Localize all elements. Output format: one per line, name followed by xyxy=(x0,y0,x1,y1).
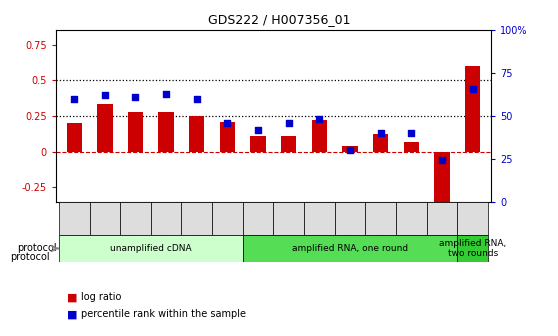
Text: ■: ■ xyxy=(67,309,78,319)
Bar xyxy=(281,136,296,152)
Bar xyxy=(97,104,113,152)
Point xyxy=(254,127,263,132)
Text: log ratio: log ratio xyxy=(81,292,121,302)
Text: GDS222 / H007356_01: GDS222 / H007356_01 xyxy=(208,13,350,27)
Bar xyxy=(403,142,419,152)
Point xyxy=(223,120,232,125)
Bar xyxy=(212,202,243,235)
Bar xyxy=(59,235,243,262)
Bar xyxy=(312,120,327,152)
Text: amplified RNA, one round: amplified RNA, one round xyxy=(292,244,408,253)
Point xyxy=(315,117,324,122)
Bar xyxy=(373,134,388,152)
Bar xyxy=(465,66,480,152)
Text: protocol: protocol xyxy=(11,252,50,262)
Point xyxy=(193,96,201,101)
Bar xyxy=(427,202,458,235)
Text: ■: ■ xyxy=(67,292,78,302)
Bar xyxy=(89,202,120,235)
Bar xyxy=(434,152,450,202)
Bar xyxy=(251,136,266,152)
Bar xyxy=(343,146,358,152)
Point xyxy=(407,130,416,136)
Point xyxy=(100,93,109,98)
Bar xyxy=(304,202,335,235)
Bar xyxy=(189,116,204,152)
Text: unamplified cDNA: unamplified cDNA xyxy=(110,244,191,253)
Bar xyxy=(158,112,174,152)
Bar xyxy=(335,202,365,235)
Bar xyxy=(120,202,151,235)
Text: amplified RNA,
two rounds: amplified RNA, two rounds xyxy=(439,239,506,258)
Point xyxy=(162,91,171,96)
Bar xyxy=(273,202,304,235)
Point xyxy=(284,120,293,125)
Bar xyxy=(365,202,396,235)
Bar xyxy=(220,122,235,152)
Bar xyxy=(396,202,427,235)
Bar xyxy=(128,112,143,152)
Bar xyxy=(181,202,212,235)
Point xyxy=(376,130,385,136)
Bar xyxy=(243,235,458,262)
Point xyxy=(70,96,79,101)
Text: percentile rank within the sample: percentile rank within the sample xyxy=(81,309,246,319)
Bar xyxy=(243,202,273,235)
Bar xyxy=(151,202,181,235)
Point xyxy=(437,158,446,163)
Bar xyxy=(458,202,488,235)
Bar xyxy=(458,235,488,262)
Point xyxy=(468,86,477,91)
Bar xyxy=(66,123,82,152)
Bar xyxy=(59,202,89,235)
Point xyxy=(131,94,140,100)
Point xyxy=(345,148,354,153)
Text: protocol: protocol xyxy=(17,244,56,253)
